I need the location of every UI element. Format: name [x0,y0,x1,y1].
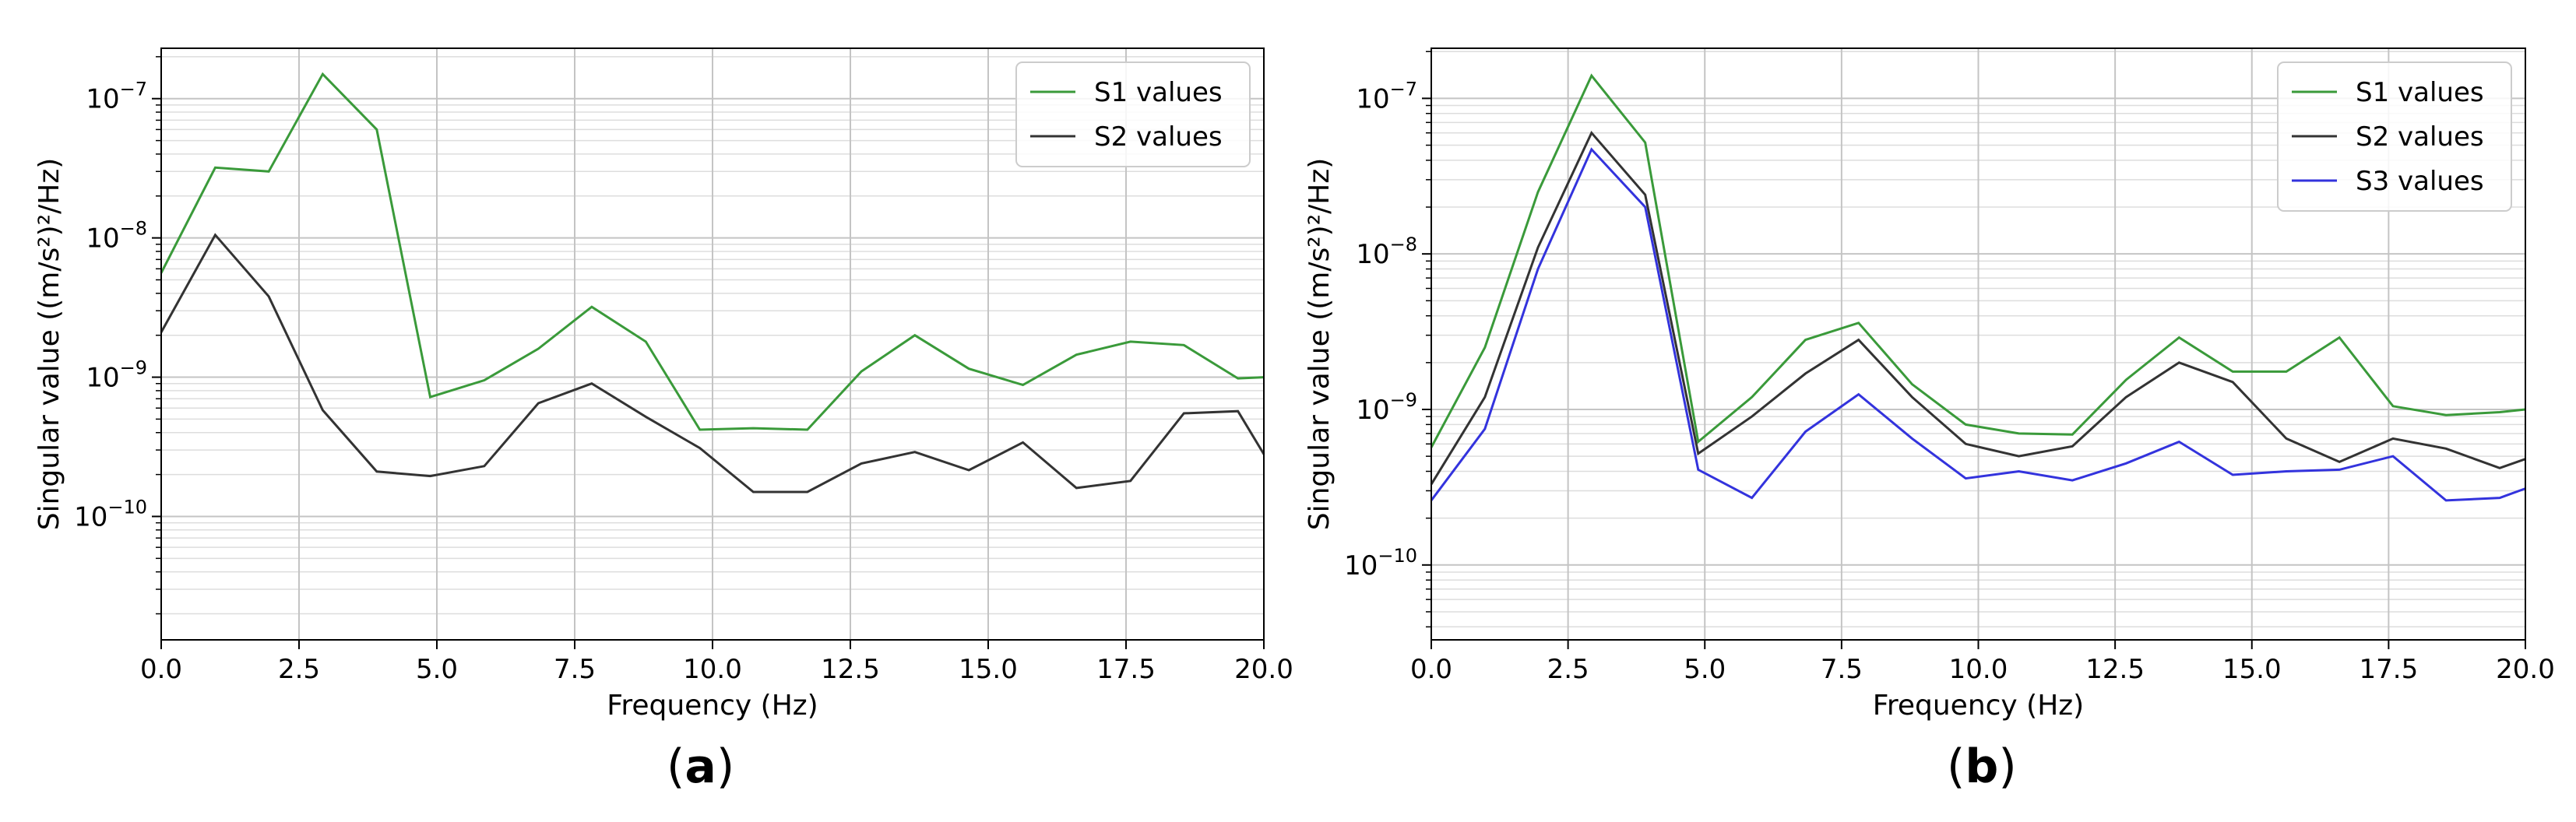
y-tick-base: 10 [86,223,119,255]
caption-letter: a [684,739,716,794]
legend-label: S2 values [2356,121,2484,153]
x-tick-label: 0.0 [1410,654,1452,685]
y-tick-base: 10 [1356,83,1389,114]
y-tick-exponent: −7 [120,79,147,100]
legend: S1 values S2 values S3 values [2277,61,2512,212]
series-line-1 [160,72,1265,431]
y-tick-label: 10−9 [1356,389,1417,426]
caption-letter: b [1965,739,1999,794]
x-tick-label: 7.5 [1821,654,1863,685]
x-tick-label: 12.5 [821,654,880,685]
y-tick-exponent: −9 [120,357,147,379]
x-tick-label: 7.5 [554,654,596,685]
series-line-1 [1430,73,2526,448]
y-axis-label: Singular value ((m/s²)²/Hz) [1304,158,1336,531]
x-tick-label: 5.0 [416,654,458,685]
caption-open-paren: ( [667,739,685,794]
y-tick-exponent: −8 [1390,234,1417,255]
y-tick-base: 10 [1356,239,1389,270]
y-tick-base: 10 [74,501,107,532]
plot-frame [160,47,1265,641]
y-tick-exponent: −10 [107,496,147,518]
y-tick-base: 10 [1356,395,1389,426]
x-axis-label: Frequency (Hz) [1873,690,2084,722]
y-tick-label: 10−10 [1344,545,1417,581]
x-tick-label: 12.5 [2085,654,2145,685]
x-tick-label: 20.0 [2496,654,2555,685]
legend-label: S1 values [2356,77,2484,108]
caption-close-paren: ) [716,739,735,794]
y-tick-label: 10−8 [1356,234,1417,270]
series-line-2 [160,233,1265,494]
series-lines [160,72,1265,494]
x-tick-label: 10.0 [683,654,742,685]
plot-frame [1431,47,2526,641]
y-tick-label: 10−10 [74,496,147,532]
y-tick-label: 10−7 [1356,78,1417,114]
x-axis-label: Frequency (Hz) [607,690,818,722]
legend-label: S3 values [2356,166,2484,197]
series-line-2 [1430,130,2526,485]
legend-box [2277,61,2512,212]
legend: S1 values S2 values [1015,61,1251,167]
y-tick-base: 10 [86,363,119,394]
x-tick-label: 0.0 [140,654,182,685]
y-tick-base: 10 [86,84,119,115]
legend-label: S2 values [1094,121,1223,153]
legend-box [1015,61,1251,167]
y-tick-label: 10−9 [86,357,147,394]
series-lines [1430,73,2526,502]
y-tick-exponent: −8 [120,218,147,240]
y-axis-label: Singular value ((m/s²)²/Hz) [33,158,65,531]
x-tick-label: 2.5 [1547,654,1589,685]
caption-open-paren: ( [1947,739,1965,794]
y-tick-exponent: −9 [1390,389,1417,411]
y-tick-exponent: −10 [1378,545,1417,567]
y-tick-base: 10 [1344,550,1378,581]
x-tick-label: 15.0 [959,654,1018,685]
y-tick-exponent: −7 [1390,78,1417,100]
x-tick-label: 17.5 [1096,654,1156,685]
x-tick-label: 15.0 [2222,654,2282,685]
panel-label-a: (a) [667,739,734,794]
legend-label: S1 values [1094,77,1223,108]
x-tick-label: 5.0 [1684,654,1726,685]
x-tick-label: 20.0 [1234,654,1293,685]
series-line-3 [1430,147,2526,502]
x-tick-label: 17.5 [2360,654,2419,685]
y-tick-label: 10−7 [86,79,147,115]
x-tick-label: 2.5 [278,654,320,685]
panel-label-b: (b) [1947,739,2017,794]
x-tick-label: 10.0 [1949,654,2008,685]
y-tick-label: 10−8 [86,218,147,255]
caption-close-paren: ) [1998,739,2017,794]
